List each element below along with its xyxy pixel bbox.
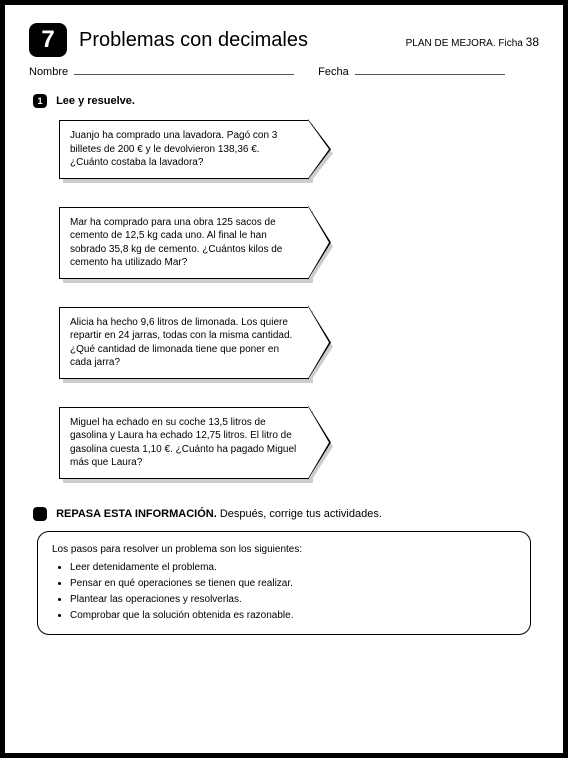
problem-box-1: Juanjo ha comprado una lavadora. Pagó co… bbox=[59, 120, 309, 179]
plan-text: PLAN DE MEJORA. Ficha bbox=[406, 38, 523, 49]
repasa-marker-icon bbox=[33, 507, 47, 521]
repasa-list: Leer detenidamente el problema. Pensar e… bbox=[52, 560, 516, 624]
problem-text-1: Juanjo ha comprado una lavadora. Pagó co… bbox=[59, 120, 309, 179]
repasa-title-rest: Después, corrige tus actividades. bbox=[220, 508, 382, 520]
repasa-intro: Los pasos para resolver un problema son … bbox=[52, 542, 516, 558]
repasa-title-bold: REPASA ESTA INFORMACIÓN. bbox=[56, 508, 217, 520]
repasa-step: Pensar en qué operaciones se tienen que … bbox=[70, 576, 516, 592]
name-date-fields: Nombre Fecha bbox=[29, 65, 539, 78]
nombre-label: Nombre bbox=[29, 66, 68, 78]
title-row: Problemas con decimales PLAN DE MEJORA. … bbox=[79, 23, 539, 52]
fecha-label: Fecha bbox=[318, 66, 349, 78]
section-1-title: Lee y resuelve. bbox=[56, 95, 135, 107]
page-title: Problemas con decimales bbox=[79, 29, 308, 52]
repasa-heading: REPASA ESTA INFORMACIÓN. Después, corrig… bbox=[33, 507, 539, 521]
repasa-step: Comprobar que la solución obtenida es ra… bbox=[70, 608, 516, 624]
section-marker-icon: 1 bbox=[33, 94, 47, 108]
unit-badge: 7 bbox=[29, 23, 67, 57]
problem-box-4: Miguel ha echado en su coche 13,5 litros… bbox=[59, 407, 309, 479]
repasa-step: Leer detenidamente el problema. bbox=[70, 560, 516, 576]
repasa-step: Plantear las operaciones y resolverlas. bbox=[70, 592, 516, 608]
problem-text-3: Alicia ha hecho 9,6 litros de limonada. … bbox=[59, 307, 309, 379]
problem-text-4: Miguel ha echado en su coche 13,5 litros… bbox=[59, 407, 309, 479]
nombre-line[interactable] bbox=[74, 65, 294, 75]
problem-box-2: Mar ha comprado para una obra 125 sacos … bbox=[59, 207, 309, 279]
problem-box-3: Alicia ha hecho 9,6 litros de limonada. … bbox=[59, 307, 309, 379]
problem-text-2: Mar ha comprado para una obra 125 sacos … bbox=[59, 207, 309, 279]
repasa-box: Los pasos para resolver un problema son … bbox=[37, 531, 531, 635]
plan-number: 38 bbox=[526, 35, 539, 49]
fecha-field: Fecha bbox=[318, 65, 505, 78]
section-1-heading: 1 Lee y resuelve. bbox=[33, 94, 539, 108]
plan-label: PLAN DE MEJORA. Ficha 38 bbox=[406, 35, 539, 49]
worksheet-header: 7 Problemas con decimales PLAN DE MEJORA… bbox=[29, 23, 539, 57]
fecha-line[interactable] bbox=[355, 65, 505, 75]
nombre-field: Nombre bbox=[29, 65, 294, 78]
